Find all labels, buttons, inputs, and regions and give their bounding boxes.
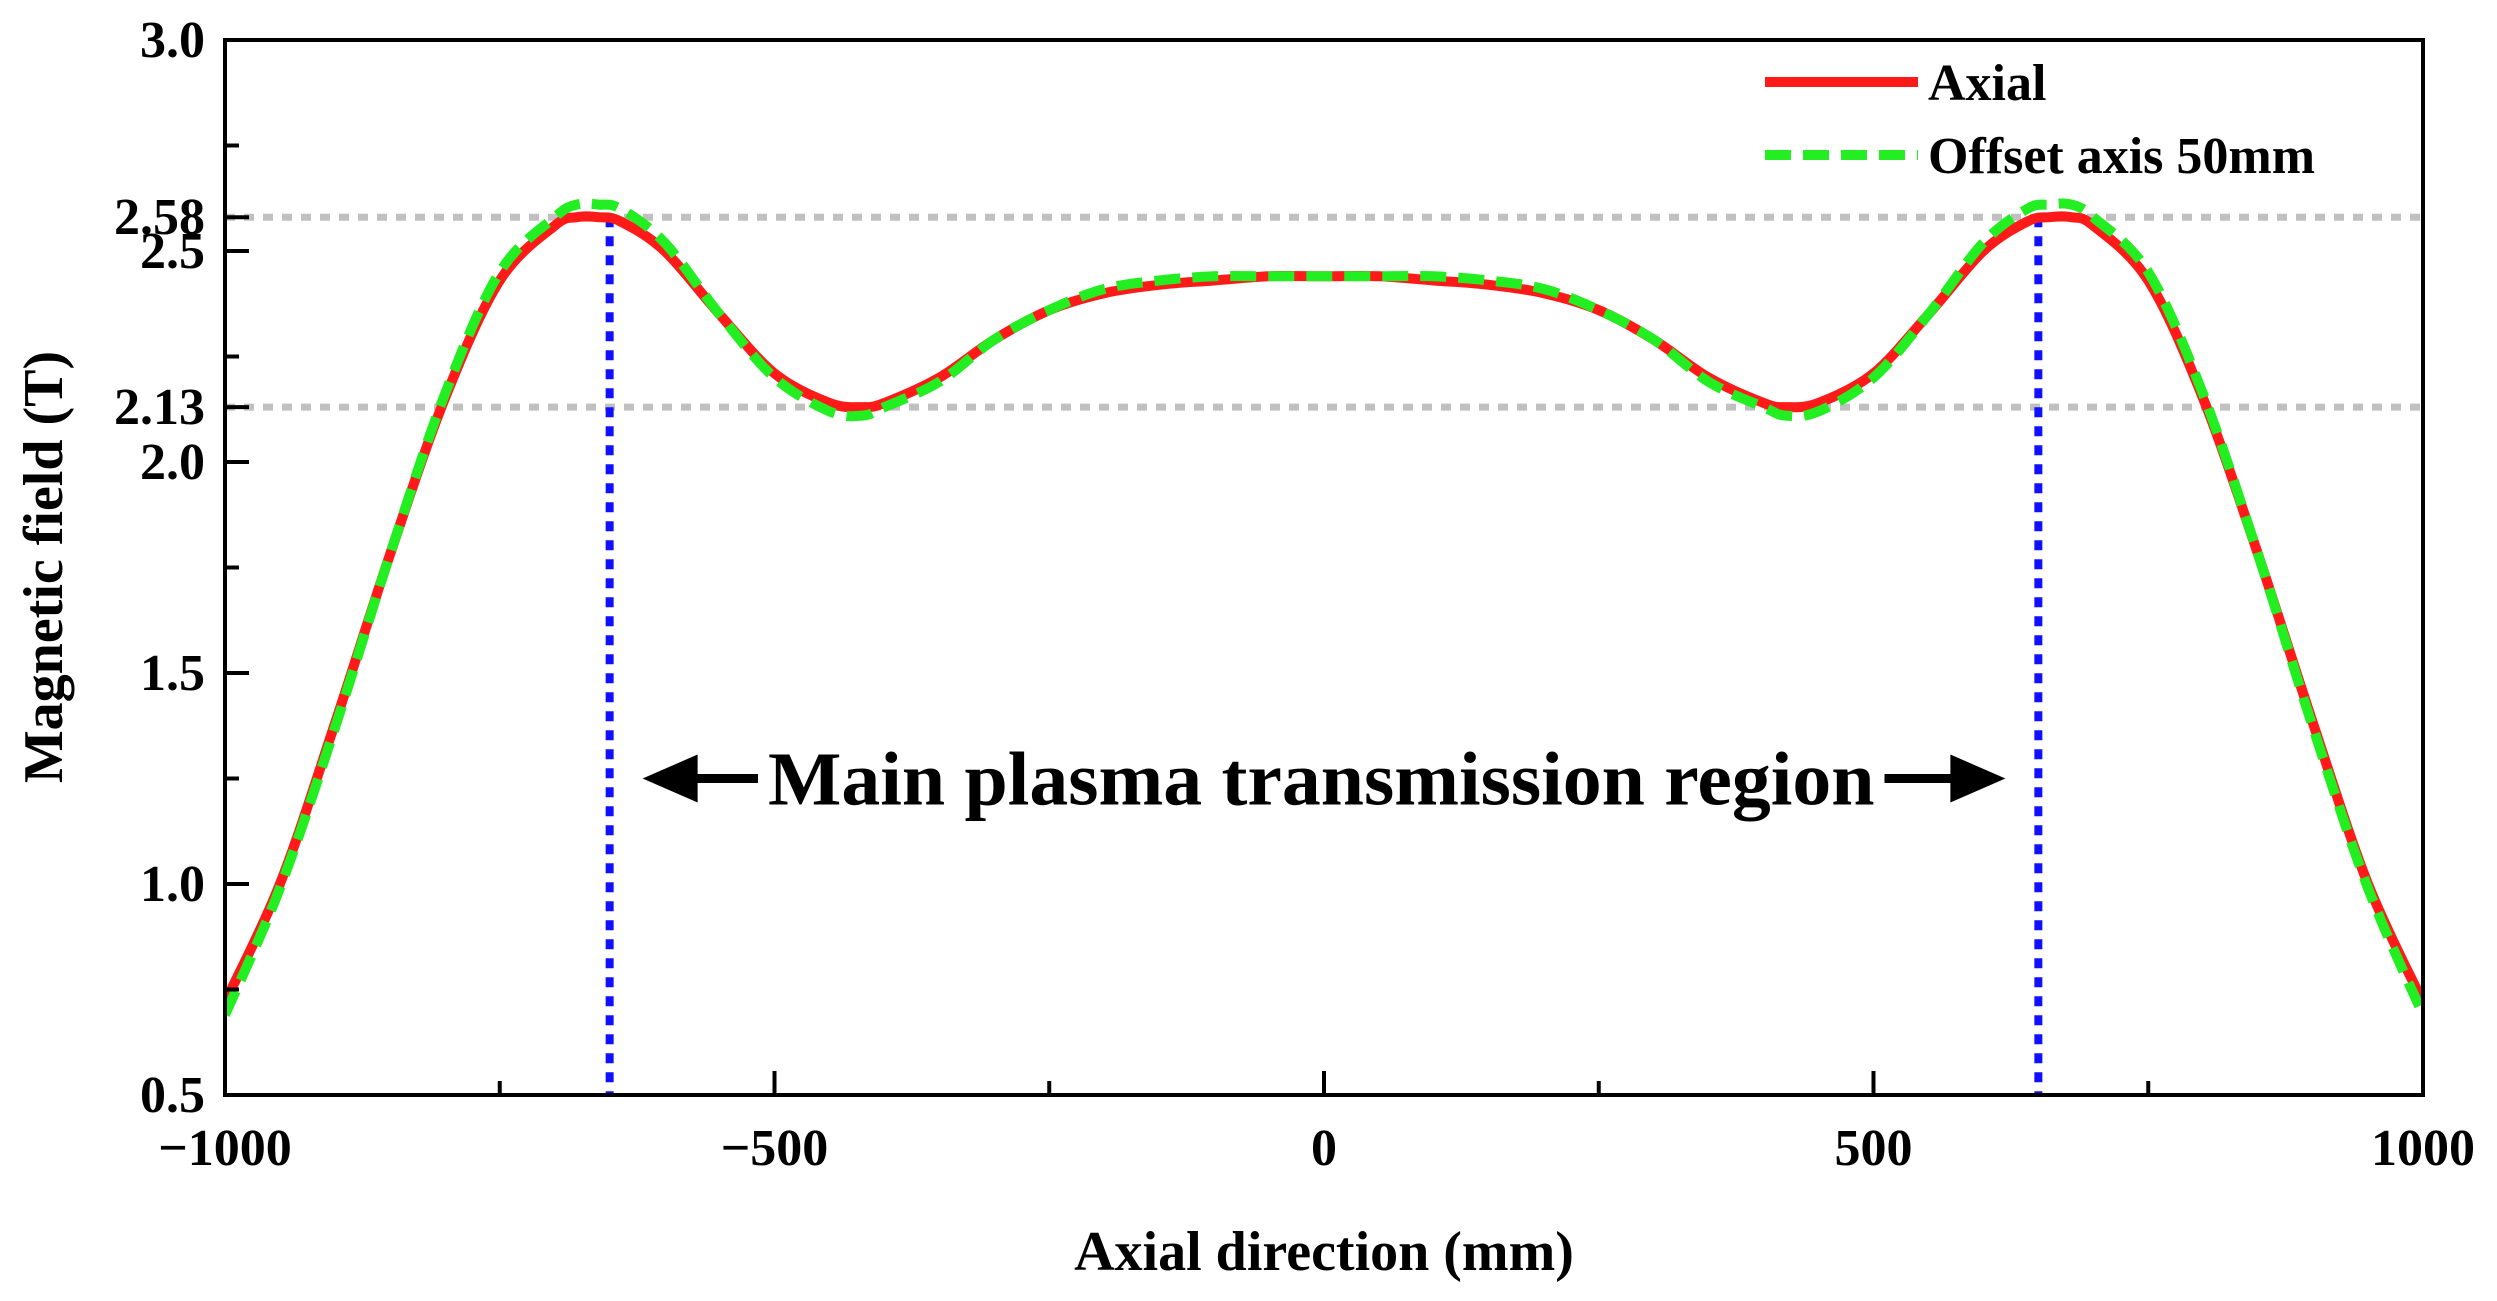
y-tick-label: 1.5 bbox=[140, 645, 205, 702]
x-tick-label: 0 bbox=[1311, 1120, 1337, 1177]
series-line-axial bbox=[225, 211, 2423, 1005]
annotation-arrow-left-head bbox=[642, 754, 698, 803]
plot-frame bbox=[223, 38, 2425, 1097]
x-tick-label: 1000 bbox=[2371, 1120, 2475, 1177]
y-axis-title: Magnetic field (T) bbox=[13, 351, 75, 783]
series-line-offset-axis-50mm bbox=[225, 198, 2423, 1017]
legend-axial-label: Axial bbox=[1928, 55, 2046, 112]
annotation-arrow-right-head bbox=[1950, 754, 2006, 803]
y-tick-label: 2.5 bbox=[140, 223, 205, 280]
legend-offset-label: Offset axis 50mm bbox=[1928, 128, 2315, 185]
x-tick-label: −1000 bbox=[158, 1120, 292, 1177]
legend: Axial Offset axis 50mm bbox=[1765, 55, 2315, 185]
annotation: Main plasma transmission region bbox=[642, 738, 2006, 822]
y-tick-label: 0.5 bbox=[140, 1067, 205, 1124]
axis-ticks: −1000 −500 0 500 1000 0.5 1.0 1.5 2.02.13 2.52.58… bbox=[114, 12, 2475, 1177]
reference-lines bbox=[225, 213, 2423, 1095]
y-tick-label: 3.0 bbox=[140, 12, 205, 69]
x-axis-title: Axial direction (mm) bbox=[1074, 1221, 1574, 1283]
y-tick-label: 1.0 bbox=[140, 856, 205, 913]
x-tick-label: 500 bbox=[1835, 1120, 1913, 1177]
y-tick-label: 2.0 bbox=[140, 434, 205, 491]
annotation-text: Main plasma transmission region bbox=[768, 738, 1874, 822]
series-layer bbox=[225, 198, 2423, 1017]
y-tick-label: 2.58 bbox=[114, 189, 205, 246]
y-tick-label: 2.13 bbox=[114, 379, 205, 436]
x-tick-label: −500 bbox=[721, 1120, 829, 1177]
